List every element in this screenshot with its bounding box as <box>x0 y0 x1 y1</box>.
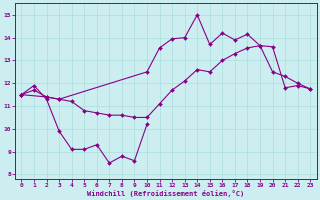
X-axis label: Windchill (Refroidissement éolien,°C): Windchill (Refroidissement éolien,°C) <box>87 190 244 197</box>
